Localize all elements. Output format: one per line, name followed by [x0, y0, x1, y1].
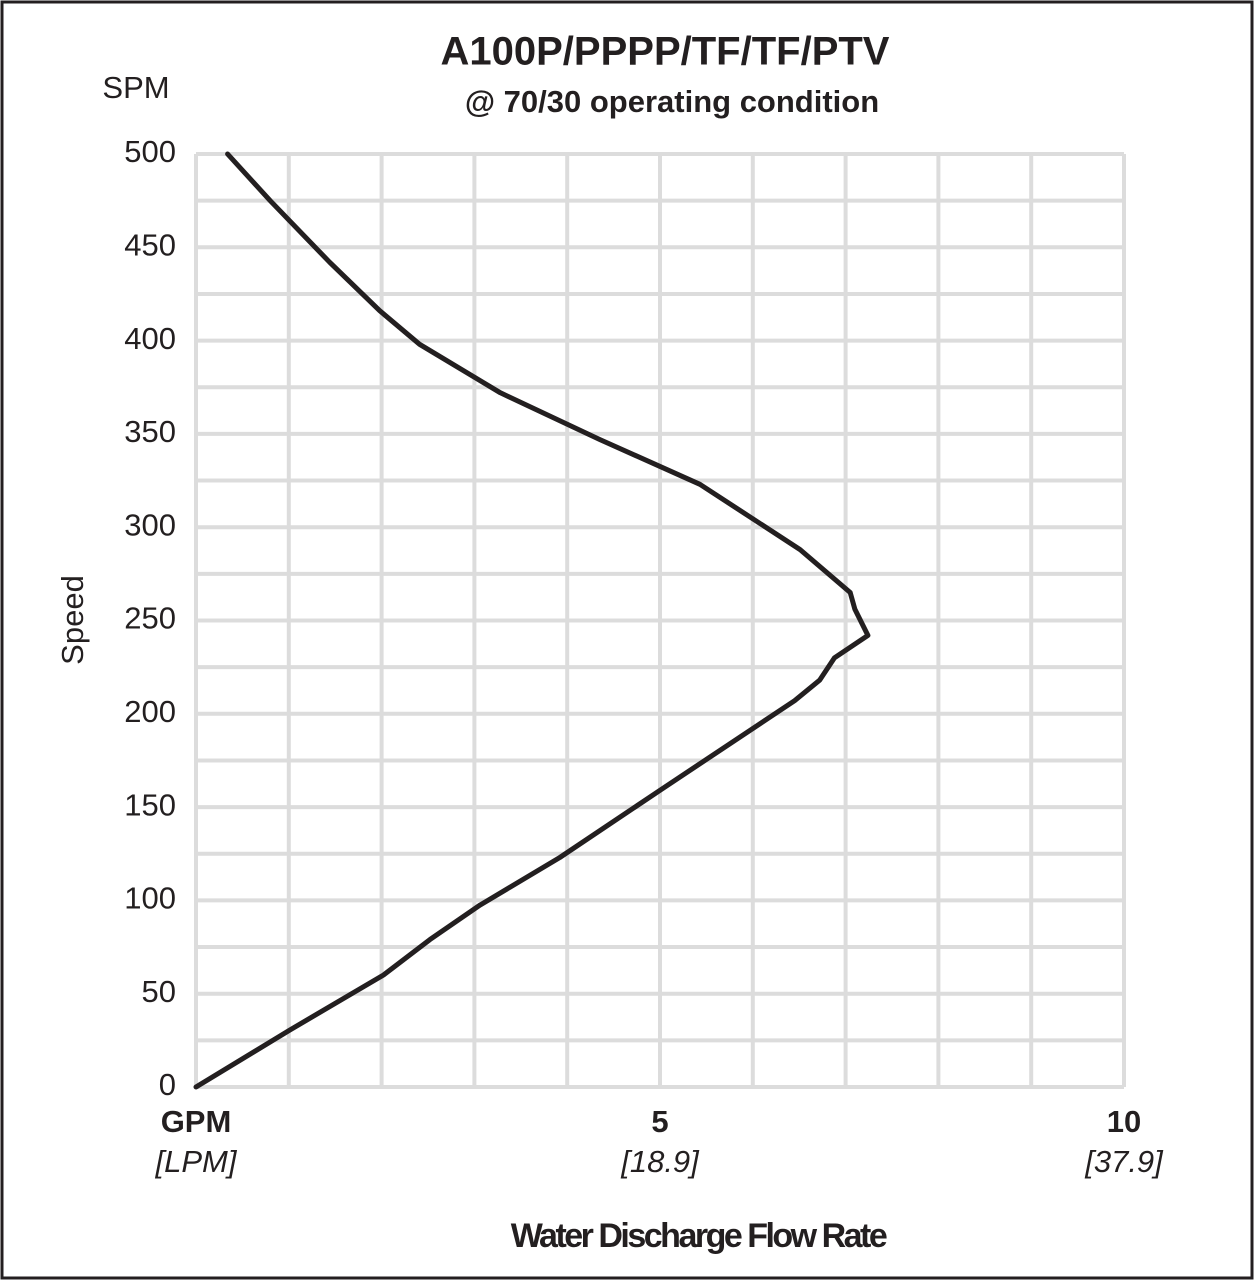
- x-tick-label: GPM: [161, 1104, 232, 1139]
- y-tick-label: 250: [124, 601, 176, 636]
- y-tick-label: 350: [124, 414, 176, 449]
- x-tick-sublabel: [37.9]: [1084, 1144, 1164, 1179]
- chart-subtitle: @ 70/30 operating condition: [465, 84, 879, 119]
- x-tick-label: 10: [1107, 1104, 1141, 1139]
- x-tick-sublabel: [18.9]: [620, 1144, 700, 1179]
- y-tick-label: 200: [124, 694, 176, 729]
- y-unit: SPM: [102, 70, 169, 105]
- x-axis-title: Water Discharge Flow Rate: [511, 1217, 887, 1255]
- y-tick-label: 100: [124, 881, 176, 916]
- y-tick-label: 500: [124, 134, 176, 169]
- y-tick-label: 0: [159, 1067, 176, 1102]
- y-tick-label: 400: [124, 321, 176, 356]
- x-tick-label: 5: [651, 1104, 668, 1139]
- y-tick-label: 450: [124, 227, 176, 262]
- data-line: [193, 151, 871, 1090]
- y-axis-title: Speed: [55, 575, 90, 665]
- y-tick-label: 300: [124, 507, 176, 542]
- x-tick-sublabel: [LPM]: [155, 1144, 238, 1179]
- y-tick-label: 50: [142, 974, 176, 1009]
- chart-title: A100P/PPPP/TF/TF/PTV: [440, 30, 889, 74]
- y-tick-label: 150: [124, 787, 176, 822]
